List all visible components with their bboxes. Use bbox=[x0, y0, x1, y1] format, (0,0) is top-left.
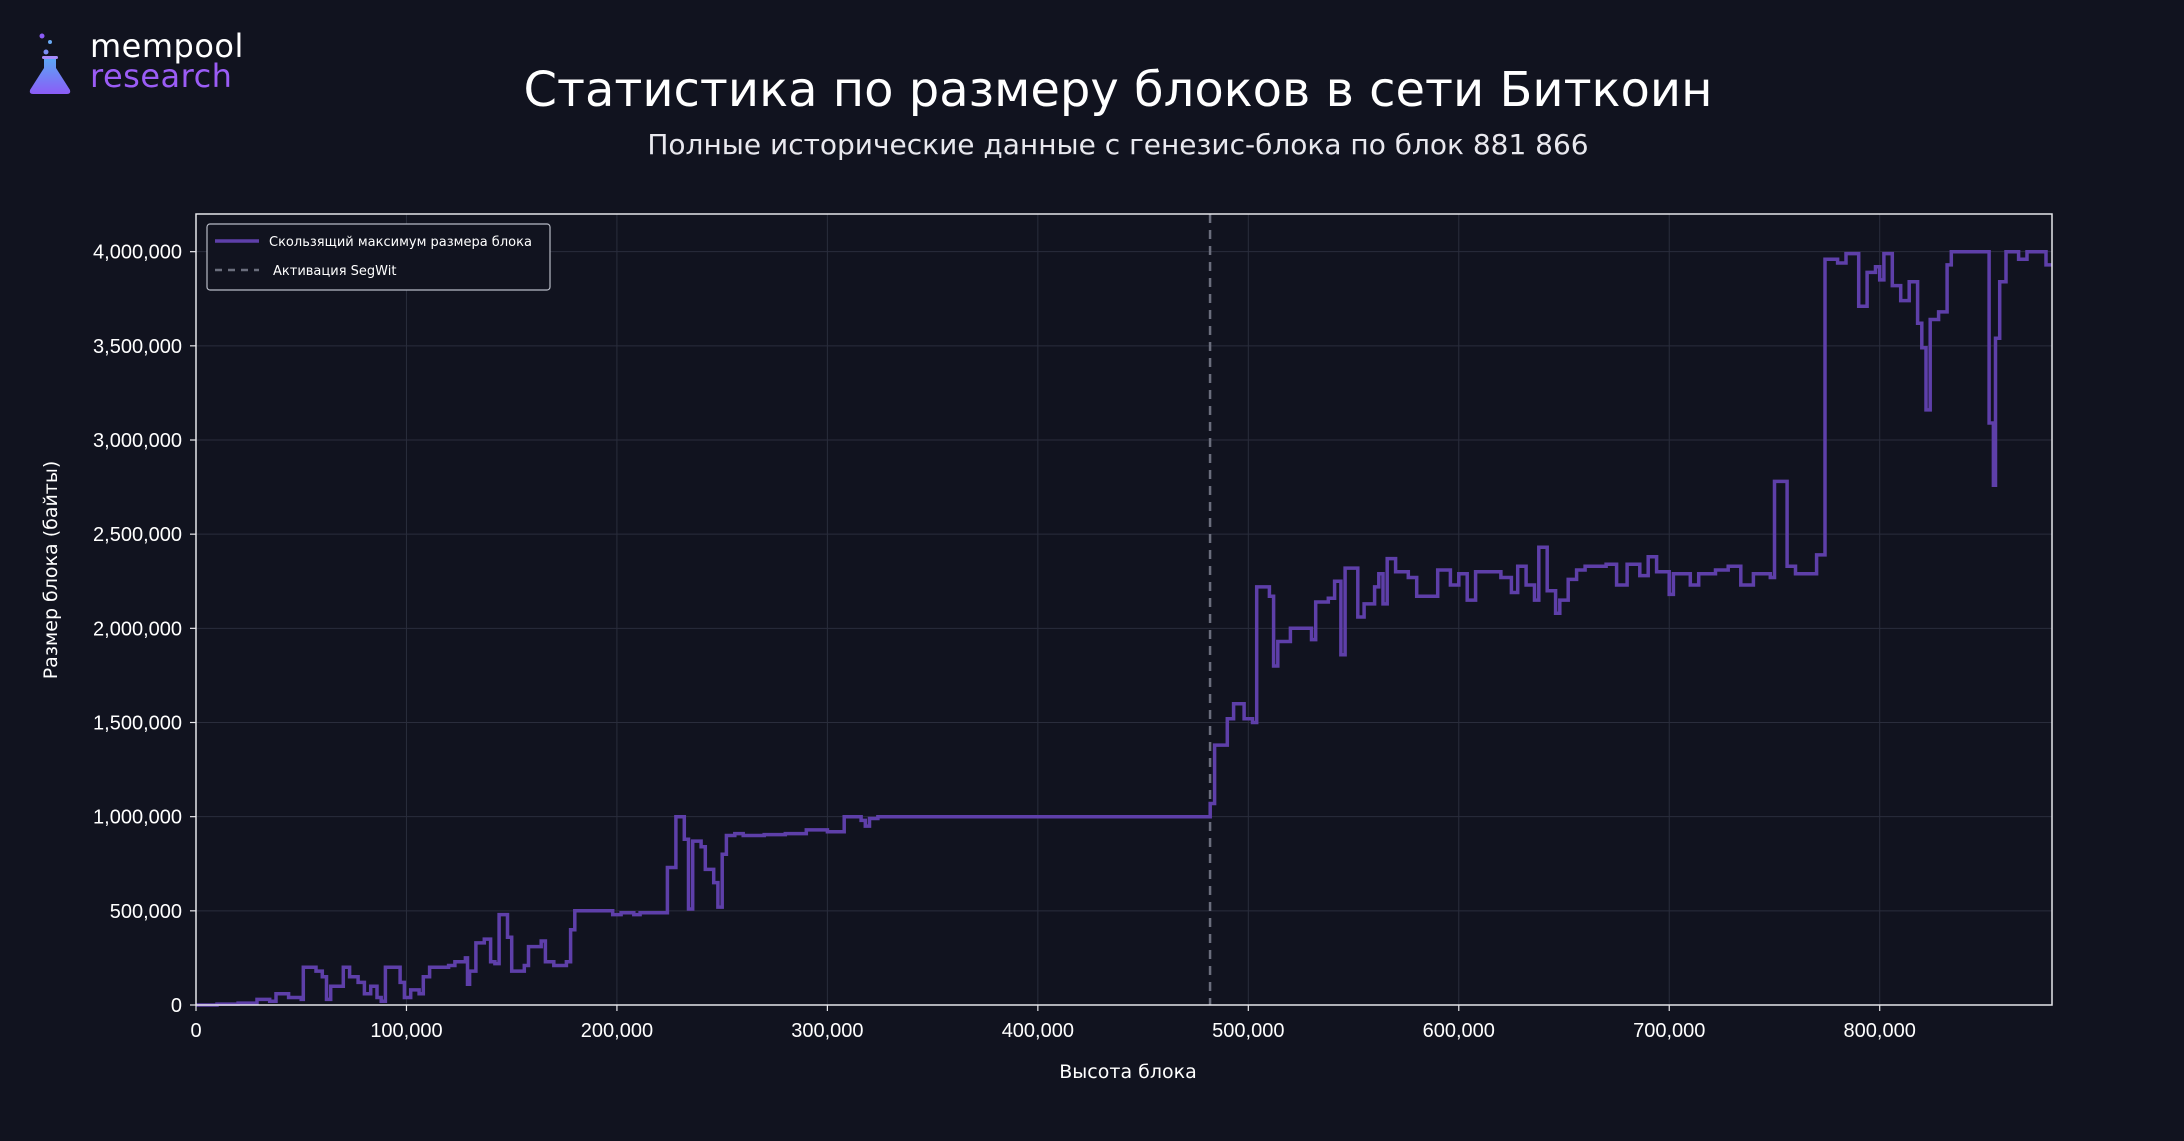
legend-box bbox=[206, 223, 551, 291]
legend-label-segwit: Активация SegWit bbox=[273, 264, 396, 279]
x-tick-label: 400,000 bbox=[1002, 1020, 1074, 1042]
series-layer bbox=[196, 249, 2052, 1007]
frame-layer bbox=[195, 213, 2053, 1006]
x-axis-title: Высота блока bbox=[1059, 1061, 1196, 1083]
x-tick-label: 100,000 bbox=[370, 1020, 442, 1042]
y-tick-label: 4,000,000 bbox=[93, 242, 182, 264]
y-tick-label: 3,000,000 bbox=[93, 430, 182, 452]
y-axis-ticks: 0 500,000 1,000,000 1,500,000 2,000,000 2,500… bbox=[93, 242, 196, 1017]
x-tick-label: 200,000 bbox=[581, 1020, 653, 1042]
brand-logo: mempool research bbox=[28, 30, 244, 96]
x-tick-label: 0 bbox=[190, 1020, 201, 1042]
flask-icon bbox=[29, 33, 71, 94]
plot-frame bbox=[195, 213, 2053, 1006]
y-tick-label: 1,500,000 bbox=[93, 713, 182, 735]
x-tick-label: 500,000 bbox=[1212, 1020, 1284, 1042]
chart-subtitle: Полные исторические данные с генезис-бло… bbox=[647, 128, 1589, 161]
y-tick-label: 3,500,000 bbox=[93, 336, 182, 358]
y-tick-label: 2,500,000 bbox=[93, 524, 182, 546]
x-tick-label: 800,000 bbox=[1844, 1020, 1916, 1042]
series-line-rolling-max bbox=[196, 249, 2052, 1007]
y-tick-label: 1,000,000 bbox=[93, 807, 182, 829]
grid-layer bbox=[196, 214, 2052, 1005]
y-tick-label: 500,000 bbox=[110, 901, 182, 923]
x-axis-ticks: 0 100,000 200,000 300,000 400,000 500,000 600,… bbox=[190, 1005, 1916, 1042]
x-tick-label: 700,000 bbox=[1633, 1020, 1705, 1042]
chart-title: Статистика по размеру блоков в сети Битк… bbox=[523, 62, 1713, 118]
y-axis-title: Размер блока (байты) bbox=[40, 461, 62, 680]
brand-name-line1: mempool bbox=[90, 27, 244, 65]
x-tick-label: 600,000 bbox=[1423, 1020, 1495, 1042]
legend-label-rolling-max: Скользящий максимум размера блока bbox=[269, 235, 532, 250]
x-tick-label: 300,000 bbox=[791, 1020, 863, 1042]
y-tick-label: 0 bbox=[171, 995, 182, 1017]
y-tick-label: 2,000,000 bbox=[93, 618, 182, 640]
chart-legend: Скользящий максимум размера блока Актива… bbox=[206, 223, 551, 291]
brand-name-line2: research bbox=[90, 57, 233, 95]
